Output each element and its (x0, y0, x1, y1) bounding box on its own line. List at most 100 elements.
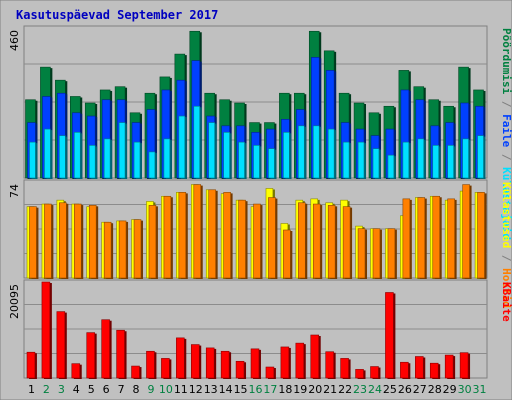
bar-külastajaid (133, 141, 141, 179)
bar-kbaite (295, 342, 305, 379)
x-tick-label: 20 (308, 383, 322, 396)
bar-hostid (327, 205, 336, 279)
bar-hostid (312, 203, 321, 279)
panel-middle-legend: Külastused / Hostid (500, 182, 512, 308)
legend-entry: Pöördumisi (500, 28, 512, 95)
bar-hostid (402, 198, 411, 279)
x-tick-label: 24 (368, 383, 382, 396)
bar-kbaite (370, 366, 379, 379)
bar-hostid (238, 199, 246, 279)
bar-kbaite (280, 346, 290, 379)
bar-külastajaid (223, 132, 230, 179)
x-tick-label: 16 (249, 383, 263, 396)
bar-hostid (118, 220, 127, 279)
bar-hostid (447, 198, 455, 279)
bar-külastajaid (402, 141, 410, 179)
panel-top-ymax-label: 460 (8, 30, 21, 51)
bar-külastajaid (298, 125, 305, 179)
x-tick-label: 14 (219, 383, 233, 396)
bar-hostid (477, 192, 485, 279)
bar-hostid (178, 192, 187, 279)
x-tick-label: 6 (103, 383, 110, 396)
bar-külastajaid (44, 128, 51, 179)
panel-bottom-legend: KBaite (500, 282, 512, 322)
x-tick-label: 5 (88, 383, 95, 396)
bar-hostid (298, 202, 306, 279)
bar-külastajaid (417, 138, 425, 179)
x-tick-label: 21 (323, 383, 337, 396)
bar-kbaite (459, 352, 469, 379)
bar-külastajaid (268, 148, 275, 179)
x-tick-label: 17 (263, 383, 277, 396)
legend-entry: / (500, 94, 512, 114)
bar-külastajaid (312, 125, 320, 179)
bar-kbaite (56, 311, 66, 379)
bar-külastajaid (327, 128, 335, 179)
bar-kbaite (325, 351, 334, 379)
bar-kbaite (444, 354, 454, 379)
x-tick-label: 7 (118, 383, 125, 396)
bar-kbaite (340, 358, 349, 379)
bar-kbaite (41, 281, 51, 379)
legend-entry: Külastajaid (500, 167, 512, 240)
bar-kbaite (176, 337, 185, 379)
bar-külastajaid (432, 145, 439, 179)
x-tick-label: 29 (443, 383, 457, 396)
bar-kbaite (355, 369, 364, 379)
bar-külastajaid (208, 122, 215, 179)
bar-külastajaid (59, 135, 66, 179)
legend-entry: Külastused (500, 182, 512, 248)
x-tick-label: 2 (43, 383, 50, 396)
bar-kbaite (205, 347, 215, 379)
bar-külastajaid (477, 135, 484, 179)
x-tick-label: 31 (473, 383, 487, 396)
bar-külastajaid (88, 145, 96, 179)
bar-kbaite (190, 344, 200, 379)
bar-hostid (268, 197, 276, 279)
legend-entry: Faile (500, 114, 512, 147)
bar-hostid (357, 228, 366, 279)
bar-külastajaid (29, 141, 36, 179)
bar-hostid (88, 205, 97, 279)
bar-kbaite (400, 361, 409, 379)
bar-külastajaid (253, 145, 260, 179)
x-tick-label: 30 (458, 383, 472, 396)
panel-bottom-ymax-label: 20095 (8, 284, 21, 319)
x-tick-label: 15 (234, 383, 248, 396)
legend-entry: / (500, 147, 512, 167)
bar-külastajaid (74, 132, 81, 179)
legend-entry: / (500, 248, 512, 268)
bar-hostid (253, 203, 261, 279)
bar-külastajaid (118, 122, 126, 179)
x-tick-label: 3 (58, 383, 65, 396)
legend-entry: Hostid (500, 268, 512, 308)
bar-kbaite (161, 358, 170, 379)
bar-hostid (29, 206, 37, 279)
bar-kbaite (385, 292, 394, 379)
bar-hostid (133, 219, 142, 279)
panel-middle-ymax-label: 74 (8, 184, 21, 198)
bar-kbaite (429, 362, 439, 379)
x-tick-label: 10 (159, 383, 173, 396)
bar-hostid (417, 197, 426, 279)
x-tick-label: 27 (413, 383, 427, 396)
bar-külastajaid (103, 138, 111, 179)
bar-hostid (387, 228, 396, 279)
bar-kbaite (101, 319, 110, 379)
x-tick-label: 23 (353, 383, 367, 396)
bar-hostid (193, 184, 202, 279)
bar-kbaite (26, 351, 36, 379)
x-tick-label: 1 (28, 383, 35, 396)
bar-külastajaid (238, 141, 245, 179)
bar-kbaite (235, 360, 245, 379)
bar-hostid (148, 205, 157, 279)
bar-hostid (283, 229, 291, 279)
x-tick-label: 13 (204, 383, 218, 396)
bar-külastajaid (342, 141, 350, 179)
bar-kbaite (71, 363, 81, 379)
x-tick-label: 9 (147, 383, 154, 396)
bar-kbaite (415, 356, 424, 379)
panel-top-legend: Pöördumisi / Faile / Külastajaid (500, 28, 512, 240)
